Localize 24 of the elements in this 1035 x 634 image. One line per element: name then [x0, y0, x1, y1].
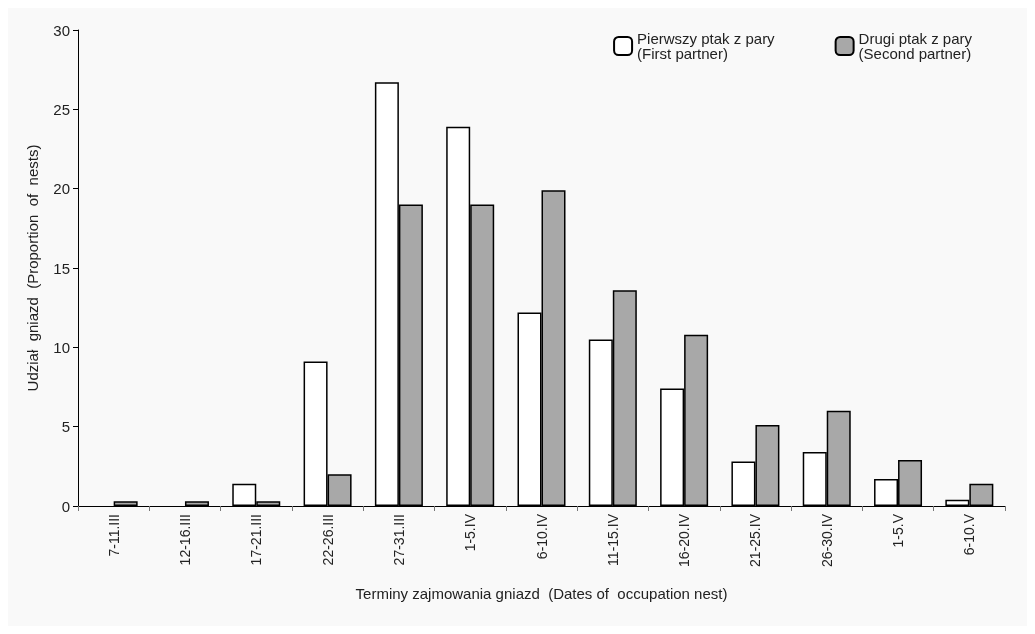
x-tick-label: 27-31.III: [390, 514, 407, 566]
y-axis-title: Udział gniazd (Proportion of nests): [24, 144, 41, 392]
x-tick-label: 21-25.IV: [747, 513, 764, 567]
y-tick-label: 15: [53, 259, 70, 277]
x-tick-label: 6-10.V: [961, 513, 978, 556]
y-tick-label: 30: [53, 21, 70, 39]
x-tick-label: 16-20.IV: [676, 513, 693, 567]
x-tick-label: 11-15.IV: [604, 513, 621, 566]
y-tick-label: 25: [53, 100, 70, 118]
x-tick-label: 1-5.V: [890, 513, 907, 548]
y-tick-label: 5: [61, 418, 70, 436]
x-tick-label: 17-21.III: [248, 514, 265, 566]
x-tick-label: 7-11.III: [105, 514, 122, 557]
x-axis-title: Terminy zajmowania gniazd (Dates of occupation nest): [355, 585, 728, 602]
x-tick-label: 22-26.III: [319, 514, 336, 566]
x-tick-label: 12-16.III: [176, 514, 193, 566]
x-tick-label: 6-10.IV: [533, 513, 550, 560]
x-tick-label: 26-30.IV: [818, 513, 835, 567]
x-tick-label: 1-5.IV: [462, 513, 479, 552]
legend-label: Drugi ptak z pary (Second partner): [858, 30, 973, 62]
y-tick-label: 0: [61, 497, 70, 515]
legend-label: Pierwszy ptak z pary (First partner): [637, 30, 776, 62]
y-tick-label: 20: [53, 180, 70, 198]
y-tick-label: 10: [53, 338, 70, 356]
